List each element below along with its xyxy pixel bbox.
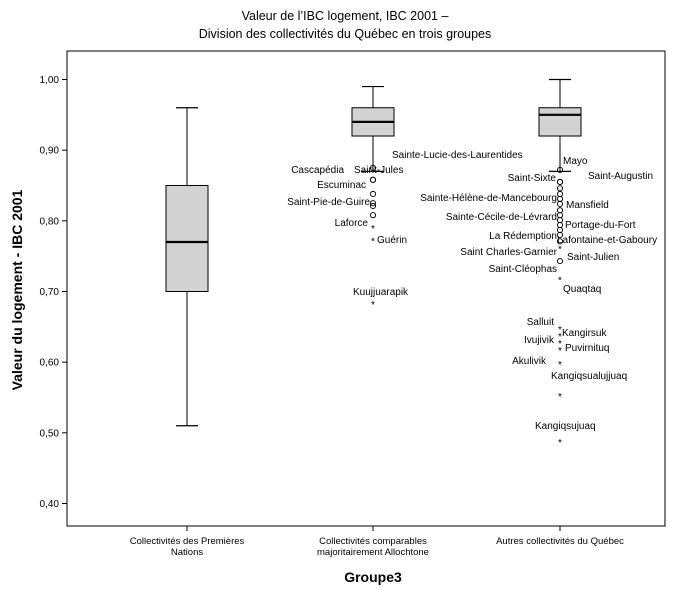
box-iqr bbox=[538, 107, 582, 137]
outlier-circle bbox=[556, 207, 564, 214]
outlier-label: Lafontaine-et-Gaboury bbox=[557, 235, 657, 246]
outlier-star: * bbox=[558, 244, 562, 255]
outlier-label: Akulivik bbox=[512, 356, 547, 367]
outlier-circle bbox=[556, 226, 564, 234]
y-axis-title: Valeur du logement - IBC 2001 bbox=[9, 189, 25, 390]
outlier-label: Cascapédia bbox=[291, 165, 344, 176]
y-axis: 0,40 0,50 0,60 0,70 0,80 0,90 1,00 bbox=[40, 75, 67, 510]
x-category-label: Autres collectivités du Québec bbox=[496, 536, 624, 547]
outlier-label: Laforce bbox=[335, 218, 369, 229]
y-tick-label: 0,70 bbox=[40, 287, 60, 298]
y-tick-label: 0,50 bbox=[40, 428, 60, 439]
outlier-label: Portage-du-Fort bbox=[565, 220, 636, 231]
outlier-label: Sainte-Lucie-des-Laurentides bbox=[392, 150, 523, 161]
outlier-label: Sainte-Cécile-de-Lévrard bbox=[446, 212, 557, 223]
outlier-star: * bbox=[558, 275, 562, 286]
plot-area-frame bbox=[66, 50, 666, 527]
outlier-circle bbox=[556, 222, 564, 229]
outlier-star: * bbox=[558, 325, 562, 336]
outlier-label: Salluit bbox=[527, 317, 554, 328]
outliers: Sainte-Lucie-des-Laurentides Saint-Jules C… bbox=[287, 150, 657, 449]
x-category-label: majoritairement Allochtone bbox=[317, 547, 429, 558]
outlier-star: * bbox=[558, 392, 562, 403]
outlier-star: * bbox=[371, 224, 375, 235]
outlier-label: Kangirsuk bbox=[562, 328, 607, 339]
outlier-circle bbox=[556, 178, 564, 186]
y-tick-label: 0,90 bbox=[40, 146, 60, 157]
outlier-label: Guérin bbox=[377, 235, 407, 246]
y-tick-label: 1,00 bbox=[40, 75, 60, 86]
outlier-star: * bbox=[371, 236, 375, 247]
outlier-circle bbox=[369, 202, 377, 210]
outlier-star: * bbox=[558, 360, 562, 371]
outlier-star: * bbox=[371, 300, 375, 311]
outlier-label: Kangiqsualujjuaq bbox=[551, 371, 627, 382]
x-category-label: Collectivités comparables bbox=[319, 536, 427, 547]
outlier-label: Ivujivik bbox=[524, 335, 555, 346]
outlier-circle bbox=[556, 185, 564, 192]
outlier-label: Quaqtaq bbox=[563, 284, 601, 295]
outlier-circle bbox=[556, 238, 564, 245]
outlier-circle bbox=[369, 164, 377, 171]
outlier-star: * bbox=[558, 332, 562, 343]
x-axis-title: Groupe3 bbox=[344, 569, 402, 585]
outlier-circle bbox=[556, 195, 564, 202]
outlier-label: La Rédemption bbox=[489, 231, 557, 242]
y-tick-label: 0,40 bbox=[40, 499, 60, 510]
outlier-label: Puvirnituq bbox=[565, 343, 609, 354]
chart-title-line-1: Valeur de l’IBC logement, IBC 2001 – bbox=[242, 9, 449, 23]
outlier-label: Mansfield bbox=[566, 200, 609, 211]
x-category-label: Collectivités des Premières bbox=[130, 536, 245, 547]
outlier-label: Saint-Jules bbox=[354, 165, 403, 176]
outlier-circle bbox=[556, 190, 564, 198]
outlier-label: Saint-Cléophas bbox=[489, 264, 557, 275]
outlier-star: * bbox=[558, 339, 562, 350]
outlier-label: Saint-Sixte bbox=[508, 173, 557, 184]
box-iqr bbox=[165, 184, 209, 292]
y-tick-label: 0,80 bbox=[40, 216, 60, 227]
outlier-circle bbox=[369, 190, 377, 198]
outlier-circle bbox=[556, 200, 564, 207]
outlier-circle bbox=[556, 212, 564, 219]
boxes bbox=[165, 78, 582, 427]
outlier-circle bbox=[556, 258, 564, 265]
outlier-circle bbox=[369, 212, 377, 219]
outlier-label: Saint-Augustin bbox=[588, 171, 653, 182]
outlier-star: * bbox=[558, 346, 562, 357]
chart-title-line-2: Division des collectivités du Québec en … bbox=[199, 27, 492, 41]
outlier-star: * bbox=[558, 438, 562, 449]
outlier-circle bbox=[556, 166, 564, 173]
outlier-circle bbox=[369, 176, 377, 183]
outlier-circle bbox=[556, 217, 564, 224]
outlier-circle bbox=[369, 200, 377, 207]
y-tick-label: 0,60 bbox=[40, 358, 60, 369]
outlier-label: Sainte-Hélène-de-Mancebourg bbox=[420, 193, 557, 204]
outlier-label: Kangiqsujuaq bbox=[535, 421, 596, 432]
outlier-label: Saint-Julien bbox=[567, 252, 619, 263]
outlier-label: Kuujjuarapik bbox=[353, 287, 409, 298]
outlier-label: Saint-Pie-de-Guire bbox=[287, 197, 370, 208]
x-category-label: Nations bbox=[171, 547, 203, 558]
outlier-circle bbox=[556, 231, 564, 239]
outlier-label: Mayo bbox=[563, 156, 588, 167]
outlier-label: Saint Charles-Garnier bbox=[460, 247, 557, 258]
outlier-label: Escuminac bbox=[317, 180, 366, 191]
